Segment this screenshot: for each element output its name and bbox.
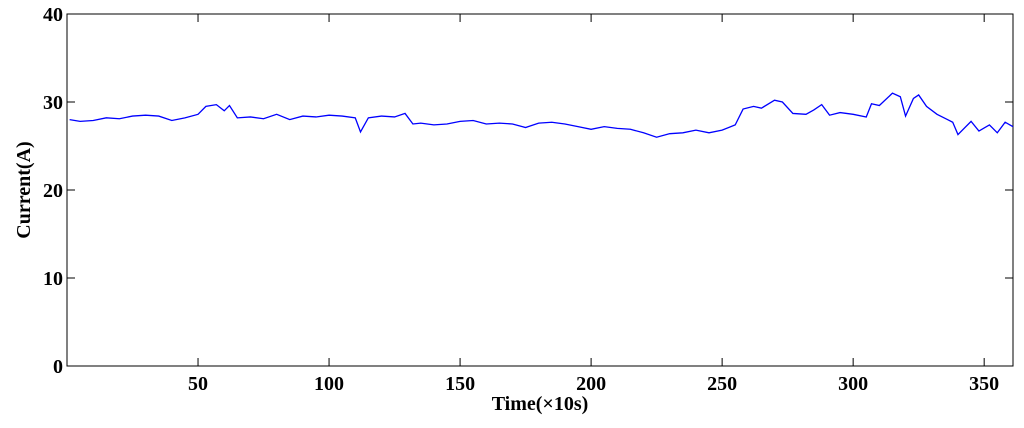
x-tick-label: 150 [445, 373, 475, 395]
x-tick-label: 300 [838, 373, 868, 395]
x-tick-label: 350 [969, 373, 999, 395]
y-tick-label: 0 [53, 356, 63, 378]
data-line [69, 92, 1014, 138]
x-tick-label: 250 [707, 373, 737, 395]
x-axis-label: Time(×10s) [492, 393, 589, 415]
y-tick-label: 30 [43, 92, 63, 114]
x-tick-label: 50 [188, 373, 208, 395]
plot-frame [66, 13, 1014, 367]
x-tick-label: 200 [576, 373, 606, 395]
x-tick-label: 100 [314, 373, 344, 395]
y-tick-label: 40 [43, 4, 63, 26]
y-axis-label: Current(A) [13, 141, 35, 238]
y-tick-label: 10 [43, 268, 63, 290]
y-tick-label: 20 [43, 180, 63, 202]
